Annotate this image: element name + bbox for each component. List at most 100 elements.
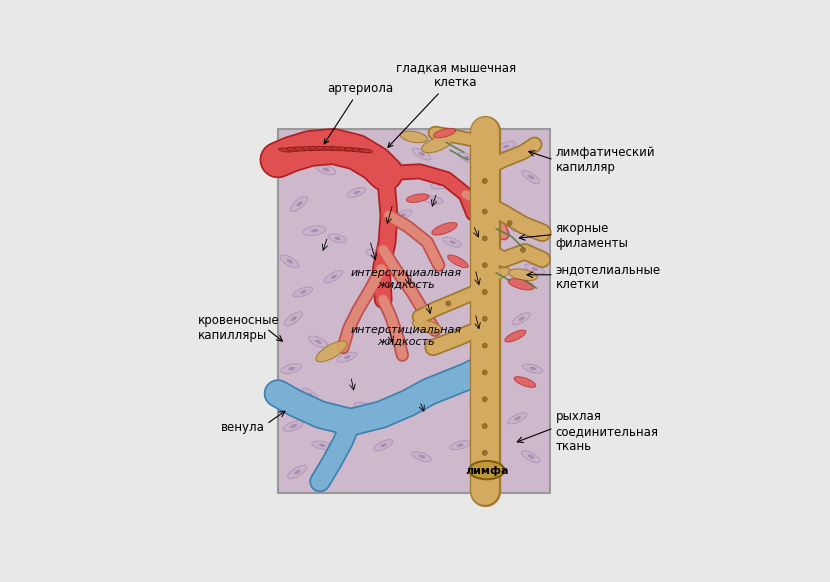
Ellipse shape [309, 336, 328, 347]
Ellipse shape [287, 260, 292, 263]
Ellipse shape [388, 164, 394, 167]
Ellipse shape [529, 455, 534, 458]
Ellipse shape [374, 253, 378, 255]
Ellipse shape [325, 271, 343, 283]
Ellipse shape [362, 145, 367, 148]
Ellipse shape [519, 317, 524, 321]
Ellipse shape [293, 287, 313, 297]
Text: интерстициальная
жидкость: интерстициальная жидкость [350, 268, 461, 289]
Ellipse shape [419, 152, 424, 156]
Ellipse shape [523, 364, 543, 373]
Ellipse shape [291, 317, 296, 321]
Ellipse shape [504, 145, 509, 148]
Ellipse shape [482, 424, 487, 428]
Text: якорные
филаменты: якорные филаменты [555, 222, 628, 250]
Ellipse shape [294, 147, 307, 151]
Ellipse shape [522, 171, 540, 184]
Ellipse shape [525, 264, 544, 274]
Ellipse shape [290, 196, 308, 211]
Ellipse shape [337, 352, 357, 362]
Ellipse shape [482, 289, 487, 294]
Ellipse shape [508, 413, 527, 424]
Ellipse shape [532, 268, 538, 271]
Ellipse shape [496, 141, 515, 151]
Ellipse shape [309, 393, 313, 398]
Ellipse shape [509, 269, 537, 281]
Text: эндотелиальные
клетки: эндотелиальные клетки [555, 262, 661, 290]
Ellipse shape [287, 466, 306, 478]
Text: гладкая мышечная
клетка: гладкая мышечная клетка [388, 61, 516, 147]
Ellipse shape [295, 470, 300, 474]
Ellipse shape [432, 222, 457, 235]
Ellipse shape [520, 247, 525, 253]
Ellipse shape [315, 147, 329, 150]
Ellipse shape [323, 147, 336, 150]
Ellipse shape [476, 406, 482, 409]
Ellipse shape [482, 370, 487, 375]
Ellipse shape [458, 152, 477, 164]
Ellipse shape [469, 461, 505, 480]
Ellipse shape [482, 343, 487, 348]
Ellipse shape [482, 316, 487, 321]
Ellipse shape [446, 301, 451, 306]
Ellipse shape [312, 441, 332, 449]
Ellipse shape [438, 183, 444, 186]
Ellipse shape [331, 275, 336, 278]
Text: интерстициальная
жидкость: интерстициальная жидкость [350, 325, 461, 347]
Ellipse shape [466, 157, 471, 159]
Ellipse shape [344, 356, 350, 359]
Ellipse shape [482, 262, 487, 268]
Ellipse shape [442, 237, 461, 247]
Ellipse shape [284, 312, 302, 326]
Ellipse shape [335, 237, 340, 240]
Ellipse shape [354, 191, 359, 194]
Ellipse shape [347, 187, 366, 197]
Ellipse shape [300, 290, 306, 293]
Ellipse shape [476, 214, 482, 217]
Ellipse shape [412, 452, 432, 462]
Ellipse shape [283, 421, 304, 431]
Ellipse shape [514, 377, 536, 388]
FancyBboxPatch shape [278, 129, 549, 493]
Ellipse shape [381, 443, 386, 447]
Ellipse shape [407, 194, 429, 203]
Ellipse shape [512, 313, 530, 325]
Ellipse shape [352, 148, 365, 152]
Ellipse shape [450, 241, 455, 243]
Ellipse shape [508, 279, 535, 290]
Ellipse shape [308, 147, 321, 150]
Ellipse shape [482, 268, 510, 282]
Ellipse shape [302, 388, 319, 403]
Ellipse shape [450, 441, 470, 450]
Ellipse shape [282, 143, 305, 157]
Ellipse shape [530, 367, 536, 370]
Ellipse shape [507, 221, 512, 226]
Ellipse shape [290, 425, 296, 428]
Ellipse shape [482, 209, 487, 214]
Ellipse shape [366, 249, 385, 258]
Text: кровеносные
капилляры: кровеносные капилляры [198, 314, 279, 342]
Ellipse shape [433, 128, 456, 138]
Ellipse shape [311, 229, 318, 232]
Ellipse shape [470, 402, 489, 413]
Text: лимфатический
капилляр: лимфатический капилляр [555, 146, 655, 174]
Ellipse shape [511, 222, 531, 232]
Text: рыхлая
соединительная
ткань: рыхлая соединительная ткань [555, 410, 658, 453]
Ellipse shape [337, 147, 350, 151]
Ellipse shape [400, 214, 405, 217]
Ellipse shape [519, 226, 525, 228]
Ellipse shape [280, 255, 299, 268]
Ellipse shape [400, 131, 427, 143]
Ellipse shape [320, 444, 325, 446]
Ellipse shape [315, 164, 336, 175]
Ellipse shape [300, 147, 314, 151]
Ellipse shape [344, 147, 358, 151]
Ellipse shape [330, 147, 343, 151]
Ellipse shape [362, 406, 367, 408]
Ellipse shape [354, 402, 374, 411]
Ellipse shape [482, 179, 487, 183]
Ellipse shape [393, 210, 412, 221]
Ellipse shape [457, 444, 463, 446]
Text: лимфа: лимфа [465, 466, 509, 476]
Ellipse shape [505, 330, 526, 342]
